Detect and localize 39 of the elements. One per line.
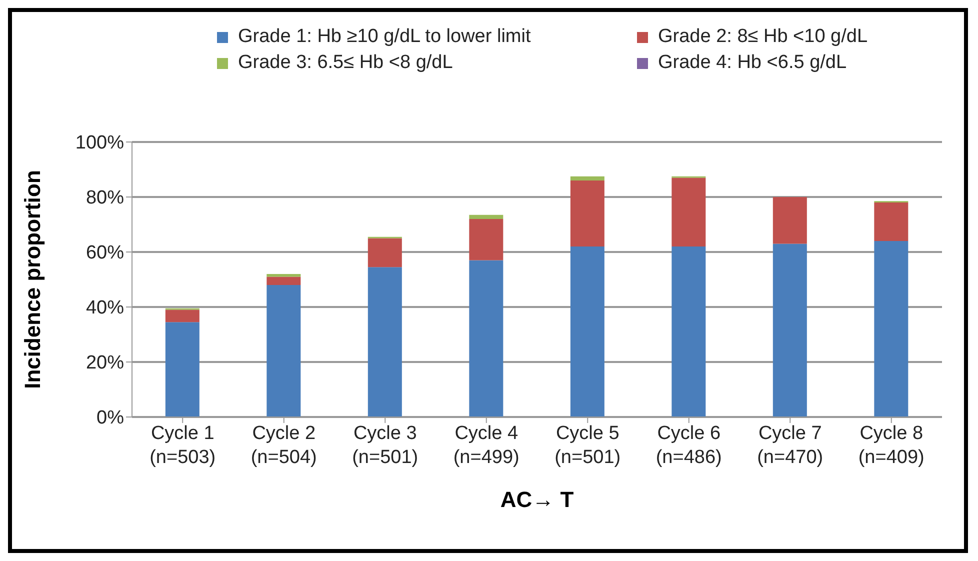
legend-label: Grade 2: 8≤ Hb <10 g/dL xyxy=(658,26,868,48)
x-tick-label: Cycle 1 (n=503) xyxy=(150,423,216,468)
bar xyxy=(672,178,706,246)
y-tick-label: 20% xyxy=(86,352,124,374)
bar xyxy=(368,267,402,417)
bar xyxy=(165,322,200,417)
legend-label: Grade 1: Hb ≥10 g/dL to lower limit xyxy=(238,26,531,48)
bar xyxy=(469,219,504,260)
x-tick-label: Cycle 6 (n=486) xyxy=(656,423,722,468)
bar xyxy=(874,202,908,241)
bar xyxy=(772,244,807,417)
bar xyxy=(772,197,807,244)
bar xyxy=(570,176,604,180)
x-tick-label: Cycle 3 (n=501) xyxy=(352,423,418,468)
x-tick-label: Cycle 8 (n=409) xyxy=(858,423,924,468)
bar xyxy=(266,274,301,277)
x-axis-title: AC→ T xyxy=(500,487,574,512)
bar xyxy=(165,310,200,322)
y-tick-label: 60% xyxy=(86,242,124,264)
x-tick-label: Cycle 4 (n=499) xyxy=(453,423,520,468)
bar xyxy=(469,214,504,219)
bar xyxy=(469,260,504,417)
bar xyxy=(672,246,706,417)
x-tick-label: Cycle 5 (n=501) xyxy=(554,423,621,468)
y-tick-label: 40% xyxy=(86,298,124,319)
y-tick-label: 0% xyxy=(96,408,124,429)
bar xyxy=(368,238,402,268)
bar xyxy=(266,285,301,417)
y-tick-label: 80% xyxy=(86,188,124,209)
bar xyxy=(570,246,604,417)
legend-label: Grade 4: Hb <6.5 g/dL xyxy=(658,52,847,74)
y-axis-title: Incidence proportion xyxy=(20,170,45,389)
x-tick-label: Cycle 2 (n=504) xyxy=(250,423,317,468)
bar xyxy=(874,241,908,417)
y-tick-label: 100% xyxy=(75,132,124,154)
x-tick-label: Cycle 7 (n=470) xyxy=(757,423,824,468)
legend-label: Grade 3: 6.5≤ Hb <8 g/dL xyxy=(238,52,453,74)
bar xyxy=(570,180,604,246)
bar xyxy=(266,276,301,285)
